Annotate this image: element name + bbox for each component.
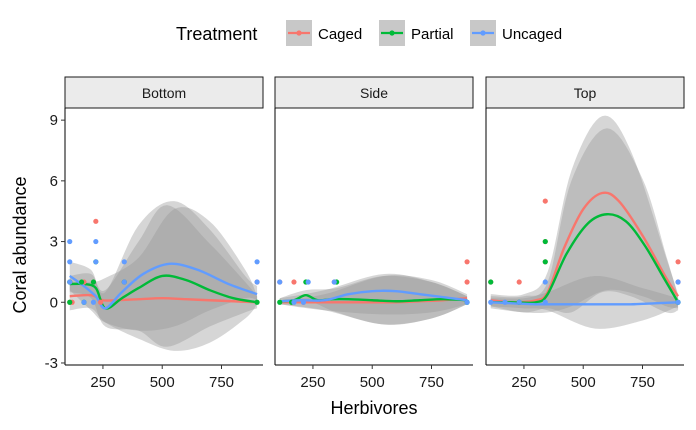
data-point-uncaged <box>67 238 73 245</box>
data-point-caged <box>93 218 99 224</box>
data-point-caged <box>291 279 297 285</box>
y-tick-label: -3 <box>45 355 58 372</box>
x-tick-label: 750 <box>209 374 234 391</box>
x-tick-label: 250 <box>300 374 325 391</box>
data-point-partial <box>542 259 548 265</box>
facet-strip-bottom <box>64 76 264 109</box>
smooth-line-uncaged <box>279 289 468 303</box>
data-point-caged <box>516 279 522 285</box>
data-point-partial <box>67 299 73 305</box>
facet-panels: Bottom Side Top <box>64 76 685 366</box>
confidence-band-caged <box>69 207 258 351</box>
legend-label: Uncaged <box>502 26 562 43</box>
legend-entry-caged: Caged <box>286 20 362 46</box>
data-point-partial <box>277 299 283 305</box>
x-axis-title: Herbivores <box>330 398 417 418</box>
confidence-band-caged <box>490 115 679 314</box>
data-point-uncaged <box>254 259 260 265</box>
legend-key-point <box>296 30 302 36</box>
data-point-uncaged <box>542 299 548 305</box>
data-point-uncaged <box>93 238 99 245</box>
data-point-caged <box>97 299 104 305</box>
data-point-partial <box>90 279 97 285</box>
smooth-line-partial <box>490 213 680 305</box>
data-point-uncaged <box>67 259 73 265</box>
smooth-line-partial <box>279 293 468 303</box>
legend-key-point <box>480 30 486 36</box>
data-point-uncaged <box>464 299 470 305</box>
data-point-uncaged <box>277 279 283 285</box>
x-tick-label: 750 <box>419 374 444 391</box>
data-point-partial <box>254 299 260 305</box>
smooth-line-caged <box>490 191 680 304</box>
data-point-uncaged <box>254 279 260 285</box>
data-point-partial <box>79 279 85 285</box>
y-tick-label: 6 <box>50 173 58 190</box>
legend-key-point <box>389 30 395 36</box>
data-point-uncaged <box>305 279 311 285</box>
data-point-uncaged <box>542 279 548 285</box>
facet-strip-label: Top <box>574 85 597 101</box>
data-point-uncaged <box>516 299 522 305</box>
data-point-caged <box>675 259 681 265</box>
y-tick-label: 9 <box>50 112 58 129</box>
y-axis: -3 0 3 6 9 <box>45 112 65 372</box>
smooth-line-partial <box>69 274 258 310</box>
x-tick-label: 250 <box>90 374 115 391</box>
panel-side: Side <box>274 76 474 366</box>
legend-label: Partial <box>411 26 454 43</box>
x-tick-label: 500 <box>150 374 175 391</box>
smooth-line-uncaged <box>69 262 258 310</box>
legend-entries: Caged Partial Uncaged <box>286 20 562 46</box>
data-point-uncaged <box>331 279 337 285</box>
data-point-uncaged <box>93 259 99 265</box>
y-tick-label: 3 <box>50 234 58 251</box>
x-tick-label: 500 <box>571 374 596 391</box>
data-point-partial <box>488 279 494 285</box>
data-point-uncaged <box>502 299 508 305</box>
data-point-uncaged <box>90 299 97 305</box>
data-point-caged <box>464 259 470 265</box>
facet-strip-label: Bottom <box>142 85 186 101</box>
panel-top: Top <box>485 76 685 366</box>
legend-entry-partial: Partial <box>379 20 454 46</box>
data-point-caged <box>464 279 470 285</box>
legend: Treatment Caged Partial Uncaged <box>176 20 562 46</box>
data-point-uncaged <box>300 299 307 305</box>
data-point-uncaged <box>675 299 681 305</box>
data-point-uncaged <box>488 299 494 305</box>
smooth-line-caged <box>279 297 468 304</box>
legend-label: Caged <box>318 26 362 43</box>
x-axes: 250 500 750 250 500 750 250 500 750 <box>90 365 655 391</box>
data-point-uncaged <box>81 299 87 305</box>
data-point-caged <box>542 198 548 204</box>
data-point-uncaged <box>121 259 127 265</box>
data-point-uncaged <box>675 279 681 285</box>
y-tick-label: 0 <box>50 294 58 311</box>
x-tick-label: 500 <box>360 374 385 391</box>
confidence-band-uncaged <box>490 275 679 329</box>
data-point-uncaged <box>67 279 73 285</box>
confidence-band-partial <box>490 128 679 314</box>
confidence-band-uncaged <box>279 273 468 315</box>
data-point-uncaged <box>291 299 297 305</box>
x-tick-label: 750 <box>630 374 655 391</box>
x-tick-label: 250 <box>511 374 536 391</box>
facet-strip-top <box>485 76 685 109</box>
data-point-uncaged <box>121 279 127 285</box>
panel-bottom: Bottom <box>64 76 264 366</box>
facet-strip-side <box>274 76 474 109</box>
y-axis-title: Coral abundance <box>10 176 30 313</box>
data-point-partial <box>542 238 548 245</box>
legend-entry-uncaged: Uncaged <box>470 20 562 46</box>
legend-title: Treatment <box>176 24 257 44</box>
facet-strip-label: Side <box>360 85 388 101</box>
